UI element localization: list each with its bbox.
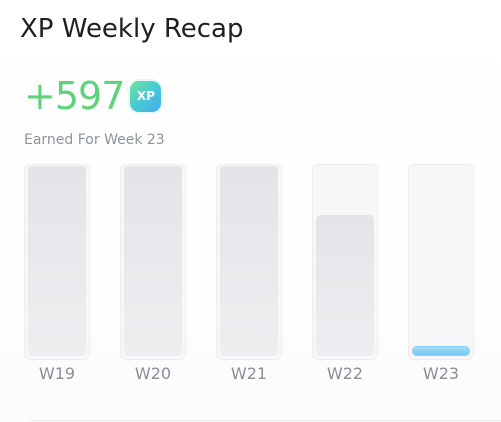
bar-track [24, 164, 90, 360]
bar-fill [412, 346, 470, 356]
bar-label: W19 [38, 364, 76, 383]
week-bar-w20[interactable]: W20 [120, 164, 186, 392]
week-bar-w22[interactable]: W22 [312, 164, 378, 392]
bar-track [216, 164, 282, 360]
bar-label: W20 [134, 364, 172, 383]
week-bar-w21[interactable]: W21 [216, 164, 282, 392]
bar-track [408, 164, 474, 360]
bar-fill [220, 166, 278, 356]
xp-summary: +597 XP [24, 74, 162, 118]
bar-label: W22 [326, 364, 364, 383]
bar-track [312, 164, 378, 360]
bar-fill [28, 166, 86, 356]
week-bar-w19[interactable]: W19 [24, 164, 90, 392]
xp-earned-value: +597 [24, 74, 125, 118]
week-subtitle: Earned For Week 23 [24, 132, 165, 148]
weekly-bars: W19 W20 W21 W22 W23 [24, 164, 484, 392]
page-title: XP Weekly Recap [20, 14, 244, 44]
week-bar-w23[interactable]: W23 [408, 164, 474, 392]
xp-badge-label: XP [136, 89, 155, 103]
bar-track [120, 164, 186, 360]
bar-fill [124, 166, 182, 356]
bar-label: W21 [230, 364, 268, 383]
bar-fill [316, 215, 374, 356]
divider [30, 420, 501, 421]
bar-label: W23 [422, 364, 460, 383]
xp-badge-icon: XP [130, 80, 162, 112]
